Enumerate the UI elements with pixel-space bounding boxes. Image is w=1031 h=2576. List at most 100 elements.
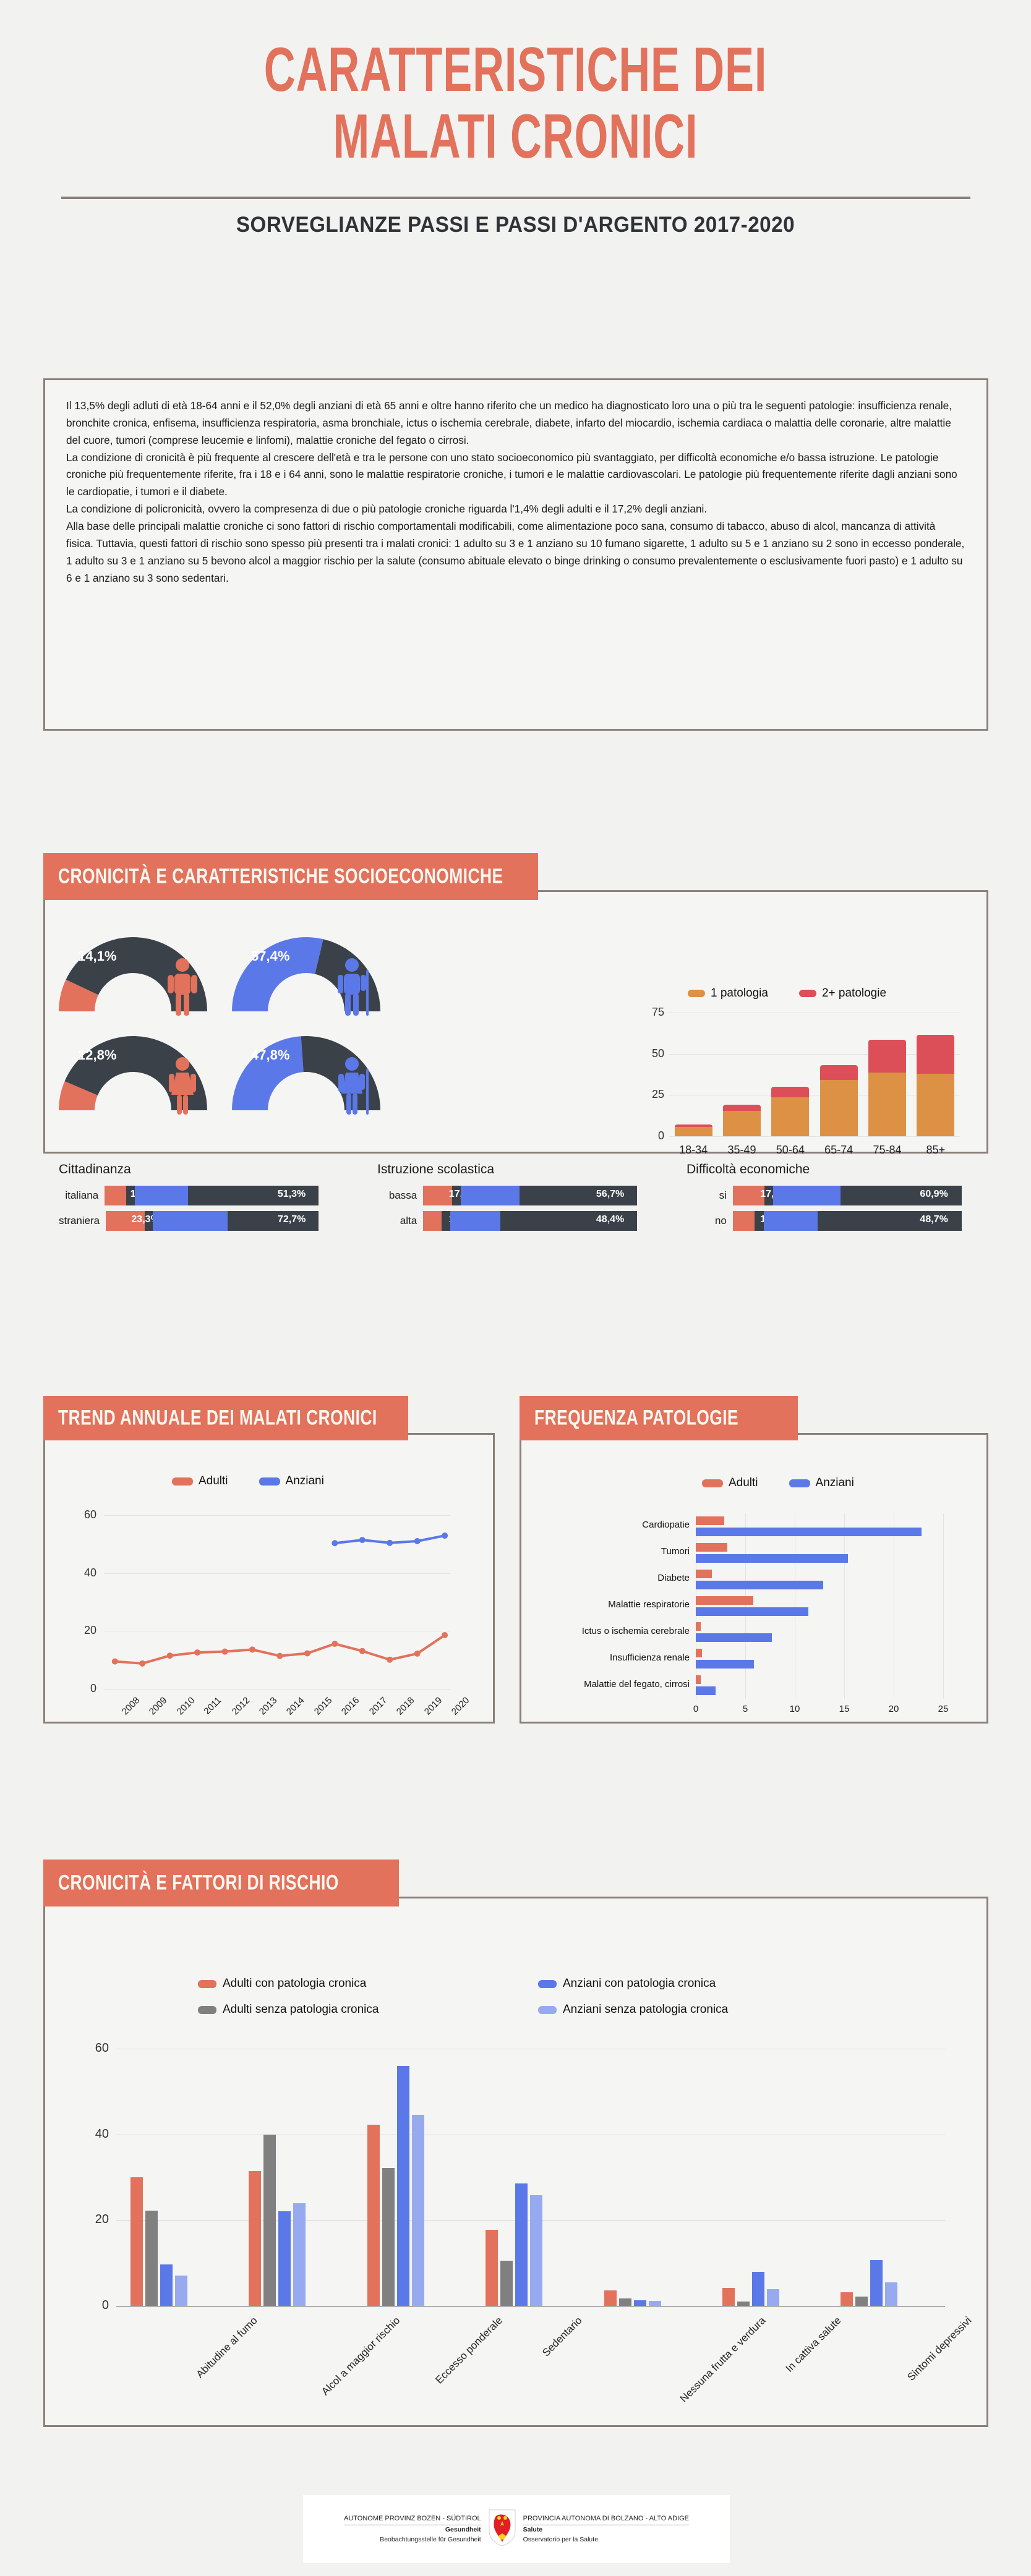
gauge-value-label: 57,4% bbox=[251, 948, 290, 964]
section-rischio-title: CRONICITÀ E FATTORI DI RISCHIO bbox=[58, 1871, 339, 1895]
legend-label: Anziani bbox=[815, 1476, 854, 1489]
x-axis-tick-label: Abitudine al fumo bbox=[194, 2315, 260, 2381]
bar-stack bbox=[722, 1105, 761, 1136]
x-axis-tick-label: 20 bbox=[888, 1704, 899, 1714]
bar-series-0 bbox=[604, 2290, 617, 2306]
bar-series-1 bbox=[263, 2134, 276, 2306]
legend-eta-trend: Adulti Anziani bbox=[172, 1474, 324, 1488]
x-axis-tick-label: In cattiva salute bbox=[783, 2315, 844, 2374]
legend-eta-freq: Adulti Anziani bbox=[702, 1476, 854, 1490]
bar-series-3 bbox=[411, 2115, 424, 2306]
bar-adulti bbox=[696, 1569, 712, 1578]
data-point bbox=[332, 1641, 338, 1647]
bar-series-0 bbox=[486, 2230, 498, 2306]
x-axis-tick-label: 5 bbox=[742, 1704, 748, 1714]
socio-bar-adulti bbox=[732, 1211, 755, 1231]
socio-value-anziani: 60,9% bbox=[920, 1189, 948, 1199]
bar-series-2 bbox=[278, 2211, 291, 2306]
bar-series-0 bbox=[841, 2292, 853, 2306]
x-axis-tick-label: 50-64 bbox=[776, 1144, 805, 1156]
bar-segment-1 bbox=[771, 1097, 810, 1136]
legend-label: Anziani bbox=[285, 1474, 324, 1487]
bar-series-1 bbox=[500, 2261, 513, 2306]
gauge-anziani-uomini: 57,4% bbox=[229, 927, 387, 1020]
socio-row-label: italiana bbox=[65, 1189, 99, 1201]
socio-bar-adulti bbox=[423, 1211, 442, 1231]
bar-segment-1 bbox=[674, 1127, 712, 1136]
x-axis-tick-label: 2010 bbox=[174, 1695, 197, 1717]
socio-row-label: straniera bbox=[59, 1215, 100, 1226]
data-point bbox=[194, 1649, 201, 1656]
data-point bbox=[442, 1632, 448, 1638]
intro-text-box: Il 13,5% degli adluti di età 18-64 anni … bbox=[43, 378, 988, 731]
x-axis-tick-label: Nessuna frutta e verdura bbox=[677, 2315, 768, 2405]
x-axis-tick-label: 2013 bbox=[257, 1695, 280, 1717]
bar-stack bbox=[771, 1087, 810, 1136]
socio-bar-adulti bbox=[106, 1211, 145, 1231]
bar-segment-1 bbox=[722, 1110, 761, 1136]
gridline bbox=[943, 1513, 944, 1699]
bar-series-2 bbox=[160, 2264, 173, 2306]
data-point bbox=[249, 1646, 255, 1653]
y-axis-tick-label: 25 bbox=[651, 1088, 664, 1101]
bar-series-3 bbox=[174, 2276, 187, 2306]
bar-series-2 bbox=[396, 2065, 409, 2306]
intro-paragraph-2: La condizione di cronicità è più frequen… bbox=[66, 451, 957, 498]
section-rischio-tab: CRONICITÀ E FATTORI DI RISCHIO bbox=[43, 1860, 399, 1906]
socio-group-istruzione: Istruzione scolastica bassa 17,3% 56,7% … bbox=[377, 1162, 637, 1236]
y-axis-tick-label: 50 bbox=[651, 1047, 664, 1060]
legend-label: Adulti senza patologia cronica bbox=[223, 2003, 379, 2016]
bar-series-3 bbox=[648, 2301, 661, 2306]
legend-swatch-icon bbox=[198, 1979, 216, 1988]
bar-series-2 bbox=[870, 2259, 883, 2306]
socio-track: 12,1% 48,7% bbox=[732, 1211, 962, 1231]
socio-value-anziani: 56,7% bbox=[596, 1189, 625, 1199]
section-trend-title: TREND ANNUALE DEI MALATI CRONICI bbox=[58, 1406, 377, 1430]
bar-series-2 bbox=[752, 2271, 765, 2306]
data-point bbox=[359, 1647, 366, 1654]
chart-frequenza-patologie: Adulti Anziani 0 5 10 15 20 25 Cardiopatie Tumor… bbox=[520, 1440, 988, 1725]
legend-item-0: Adulti con patologia cronica bbox=[198, 1977, 366, 1991]
page-title-line-2: MALATI CRONICI bbox=[333, 101, 698, 172]
gauge-grid: 14,1% 57,4% 12,8% 47,8% bbox=[56, 927, 390, 1119]
legend-label: Adulti bbox=[199, 1474, 228, 1487]
section-frequenza-tab: FREQUENZA PATOLOGIE bbox=[520, 1396, 798, 1440]
bar-segment-1 bbox=[868, 1073, 907, 1136]
category-label: Malattie del fegato, cirrosi bbox=[584, 1678, 690, 1690]
socio-value-anziani: 48,7% bbox=[920, 1214, 948, 1225]
socio-value-adulti: 23,3% bbox=[131, 1214, 160, 1225]
bar-anziani bbox=[696, 1633, 772, 1643]
footer-italian-bold: Salute bbox=[523, 2526, 543, 2533]
gauge-value-label: 12,8% bbox=[78, 1047, 117, 1063]
page-title-line-1: CARATTERISTICHE DEI bbox=[263, 35, 768, 105]
x-axis-tick-label: 85+ bbox=[926, 1144, 946, 1156]
data-point bbox=[414, 1537, 421, 1544]
y-axis-tick-label: 0 bbox=[90, 1682, 96, 1694]
legend-item-0: Adulti bbox=[702, 1476, 758, 1490]
x-axis-tick-label: 15 bbox=[839, 1704, 850, 1714]
category-label: Cardiopatie bbox=[642, 1520, 690, 1531]
x-axis-tick-label: 2014 bbox=[284, 1695, 307, 1717]
bar-series-0 bbox=[367, 2124, 380, 2306]
y-axis-tick-label: 0 bbox=[657, 1129, 664, 1142]
x-axis-tick-label: 2020 bbox=[449, 1695, 472, 1717]
bar-series-1 bbox=[855, 2297, 868, 2306]
x-axis-tick-label: 2012 bbox=[229, 1695, 252, 1717]
y-axis-tick-label: 60 bbox=[95, 2041, 109, 2055]
bar-adulti bbox=[696, 1542, 728, 1552]
section-socioeconomic-tab: CRONICITÀ E CARATTERISTICHE SOCIOECONOMI… bbox=[43, 853, 538, 900]
person-man-icon bbox=[166, 958, 199, 1020]
legend-label: Adulti bbox=[729, 1476, 758, 1489]
bar-segment-2plus bbox=[917, 1035, 955, 1074]
title-divider bbox=[61, 197, 970, 199]
bar-segment-2plus bbox=[674, 1124, 712, 1128]
category-label: Insufficienza renale bbox=[610, 1652, 690, 1663]
x-axis-tick-label: Eccesso ponderale bbox=[433, 2315, 505, 2386]
bar-adulti bbox=[696, 1622, 701, 1631]
bar-stack bbox=[868, 1040, 907, 1136]
footer-german-sub: Beobachtungsstelle für Gesundheit bbox=[380, 2535, 481, 2543]
socio-group-title: Cittadinanza bbox=[59, 1162, 131, 1176]
footer-italian-head: PROVINCIA AUTONOMA DI BOLZANO - ALTO ADI… bbox=[523, 2514, 689, 2525]
data-point bbox=[387, 1656, 393, 1663]
bar-series-3 bbox=[767, 2289, 780, 2306]
